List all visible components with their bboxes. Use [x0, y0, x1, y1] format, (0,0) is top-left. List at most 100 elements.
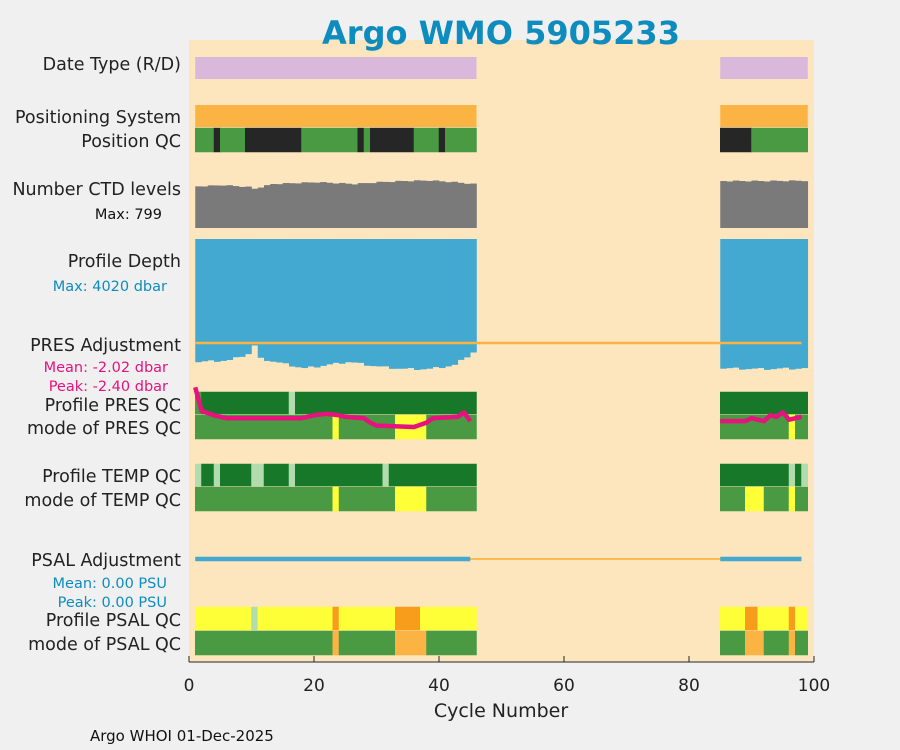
position-qc-cell-12	[751, 127, 808, 153]
profile-depth-bar-26	[351, 239, 359, 363]
profile-depth-bar-44	[464, 239, 471, 358]
profile-temp-qc-cell-0	[195, 463, 202, 487]
ctd-level-bar-10	[251, 188, 259, 228]
profile-depth-bar-90	[751, 239, 759, 369]
profile-depth-bar-89	[745, 239, 752, 370]
ctd-level-bar-8	[239, 186, 246, 228]
mode-pres-qc-cell-1	[332, 414, 340, 440]
x-tick-label-60: 60	[553, 676, 575, 696]
ctd-level-bar-89	[745, 181, 752, 228]
ctd-level-bar-88	[739, 181, 746, 228]
profile-depth-bar-41	[445, 239, 452, 367]
profile-depth-bar-22	[326, 239, 334, 365]
profile-depth-bar-18	[301, 239, 309, 369]
mode-temp-qc-cell-3	[395, 486, 427, 512]
ctd-level-bar-23	[332, 183, 340, 228]
ctd-level-bar-17	[295, 183, 302, 228]
profile-depth-bar-97	[795, 239, 802, 369]
ctd-level-bar-94	[776, 180, 784, 228]
ctd-level-bar-86	[726, 181, 734, 228]
mode-temp-qc-cell-9	[795, 486, 808, 512]
ctd-level-bar-20	[314, 182, 321, 228]
mode-temp-qc-cell-8	[788, 486, 796, 512]
profile-depth-bar-2	[201, 239, 209, 362]
mode-psal-qc-cell-3	[395, 630, 427, 656]
profile-depth-bar-34	[401, 239, 409, 369]
profile-depth-bar-96	[789, 239, 796, 370]
profile-temp-qc-cell-5	[263, 463, 290, 487]
mode-psal-qc-cell-4	[426, 630, 477, 656]
profile-depth-bar-32	[389, 239, 396, 369]
label-profile-depth: Profile Depth	[68, 252, 181, 272]
ctd-level-bar-38	[426, 180, 434, 228]
ctd-level-bar-90	[751, 180, 759, 228]
profile-depth-bar-86	[726, 239, 734, 369]
mode-temp-qc-cell-0	[195, 486, 333, 512]
x-tick-label-80: 80	[678, 676, 700, 696]
ctd-level-bar-12	[264, 185, 271, 228]
label-date-type: Date Type (R/D)	[43, 55, 181, 75]
row-labels: Date Type (R/D) Positioning System Posit…	[12, 55, 181, 655]
label-mode-pres-qc: mode of PRES QC	[27, 419, 181, 439]
position-qc-cell-1	[213, 127, 221, 153]
ctd-level-bar-96	[789, 180, 796, 228]
x-tick-label-20: 20	[303, 676, 325, 696]
ctd-level-bar-32	[389, 182, 396, 228]
ctd-level-bar-31	[382, 181, 390, 228]
mode-psal-qc-cell-9	[795, 630, 808, 656]
label-number-ctd-levels: Number CTD levels	[12, 180, 181, 200]
ctd-level-bar-13	[270, 183, 277, 228]
ctd-level-bar-44	[464, 183, 471, 228]
profile-depth-bar-8	[239, 239, 246, 357]
label-psal-adjustment: PSAL Adjustment	[31, 551, 181, 571]
profile-temp-qc-cell-1	[201, 463, 215, 487]
profile-temp-qc-cell-9	[388, 463, 477, 487]
positioning-system-bar-seg-0	[195, 105, 477, 127]
position-qc-cell-0	[195, 127, 215, 153]
profile-depth-bar-24	[339, 239, 346, 364]
ctd-level-bar-91	[757, 181, 765, 228]
ctd-level-bar-92	[764, 181, 771, 228]
ctd-level-bar-98	[801, 181, 809, 228]
chart-title: Argo WMO 5905233	[322, 14, 680, 52]
profile-depth-bar-5	[220, 239, 227, 361]
ctd-level-bar-93	[770, 180, 777, 228]
position-qc-cell-3	[245, 127, 302, 153]
profile-psal-qc-cell-0	[195, 606, 252, 631]
ctd-level-bar-1	[195, 186, 202, 228]
profile-psal-qc-cell-8	[745, 606, 758, 631]
ctd-level-bar-36	[414, 180, 421, 228]
profile-temp-qc-cell-8	[382, 463, 390, 487]
profile-temp-qc-cell-2	[213, 463, 221, 487]
mode-temp-qc-cell-7	[763, 486, 790, 512]
profile-pres-qc-cell-4	[720, 391, 808, 415]
ctd-level-bar-29	[370, 183, 377, 228]
annotation-pres-mean: Mean: -2.02 dbar	[44, 360, 168, 376]
position-qc-cell-7	[370, 127, 415, 153]
x-axis-label: Cycle Number	[434, 700, 568, 722]
ctd-level-bar-11	[257, 187, 265, 228]
mode-psal-qc-cell-8	[788, 630, 796, 656]
profile-psal-qc-cell-9	[757, 606, 790, 631]
profile-depth-bar-40	[439, 239, 446, 369]
label-profile-psal-qc: Profile PSAL QC	[46, 611, 181, 631]
position-qc-cell-9	[438, 127, 446, 153]
profile-depth-bar-36	[414, 239, 421, 370]
ctd-level-bar-3	[207, 185, 215, 228]
date-type-bar-seg-1	[720, 57, 808, 79]
row-annotations: Max: 799 Max: 4020 dbar Mean: -2.02 dbar…	[44, 207, 168, 611]
ctd-level-bar-41	[445, 182, 452, 228]
profile-depth-bar-31	[382, 239, 390, 367]
profile-depth-bar-33	[395, 239, 402, 369]
profile-depth-bar-3	[207, 239, 215, 361]
mode-psal-qc-cell-0	[195, 630, 333, 656]
profile-depth-bar-87	[732, 239, 740, 368]
ctd-level-bar-22	[326, 182, 334, 228]
position-qc-cell-2	[220, 127, 246, 153]
position-qc-cell-11	[720, 127, 752, 153]
label-mode-temp-qc: mode of TEMP QC	[24, 491, 181, 511]
profile-temp-qc-cell-6	[288, 463, 296, 487]
profile-depth-bar-10	[251, 239, 259, 346]
ctd-level-bar-7	[232, 186, 240, 228]
profile-depth-bar-30	[376, 239, 384, 367]
